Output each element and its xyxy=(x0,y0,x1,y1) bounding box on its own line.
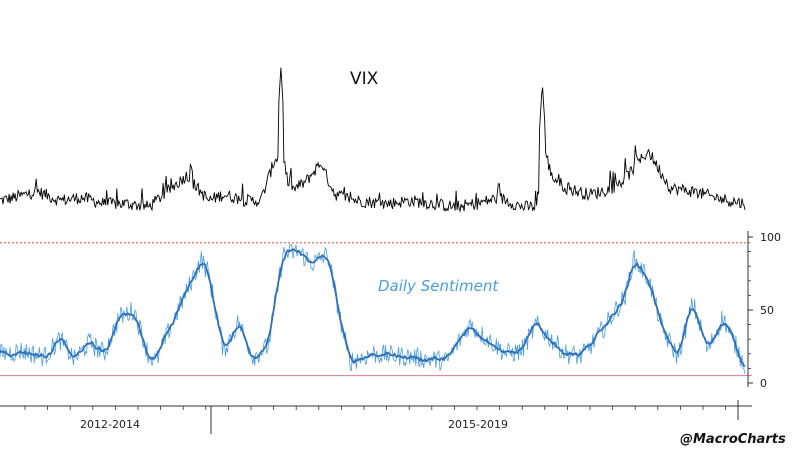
author-handle: @MacroCharts xyxy=(680,432,786,447)
x-tick-label-2015-2019: 2015-2019 xyxy=(448,418,508,431)
x-tick-label-2012-2014: 2012-2014 xyxy=(80,418,140,431)
sentiment-label: Daily Sentiment xyxy=(378,277,499,295)
vix-series-group xyxy=(0,67,746,213)
vix-line xyxy=(0,67,746,213)
axes-group: 0 50 100 xyxy=(0,231,781,434)
y-tick-label-0: 0 xyxy=(760,377,767,390)
y-tick-label-100: 100 xyxy=(760,231,781,244)
sentiment-series-group xyxy=(0,242,752,377)
sentiment-smoothed-line xyxy=(0,248,746,368)
y-tick-label-50: 50 xyxy=(760,304,774,317)
vix-label: VIX xyxy=(350,69,379,89)
